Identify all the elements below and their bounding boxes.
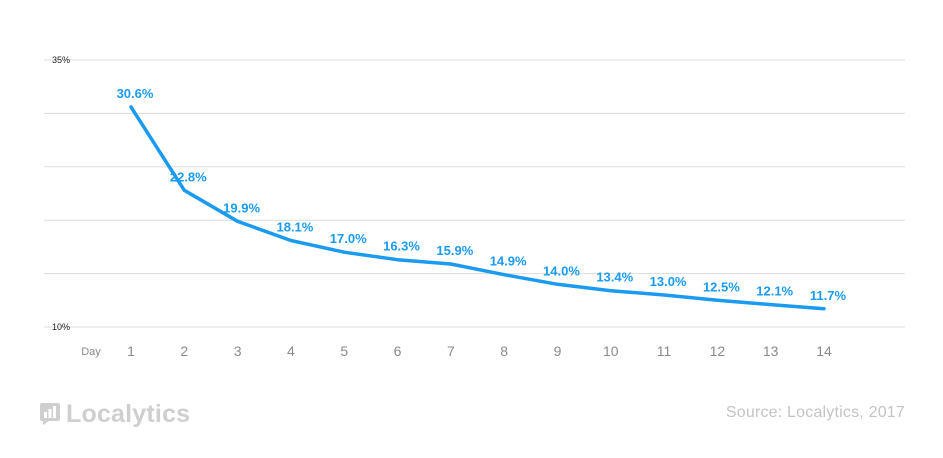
x-tick-label: 10 (603, 343, 619, 359)
x-tick-label: 7 (447, 343, 455, 359)
retention-line-chart: 10%35% Day 1 2 3 4 5 6 7 8 9 10 11 12 13 14 30.6%22.8… (44, 55, 905, 359)
bar-chart-logo-icon (40, 403, 60, 425)
gridlines (44, 59, 905, 328)
x-axis-label: Day (81, 346, 101, 358)
data-label: 30.6% (117, 86, 154, 101)
x-tick-label: 9 (554, 343, 562, 359)
data-label: 14.9% (490, 254, 527, 269)
data-label: 12.5% (703, 279, 740, 294)
x-tick-label: 5 (340, 343, 348, 359)
x-tick-label: 14 (816, 343, 832, 359)
data-label: 15.9% (436, 243, 473, 258)
x-tick-label: 13 (763, 343, 779, 359)
logo-text: Localytics (66, 399, 191, 428)
x-tick-label: 6 (394, 343, 402, 359)
x-tick-label: 8 (500, 343, 508, 359)
data-label: 13.0% (650, 274, 687, 289)
y-tick-label: 35% (52, 55, 70, 65)
x-axis-ticks: 1 2 3 4 5 6 7 8 9 10 11 12 13 14 (127, 343, 832, 359)
y-axis-ticks: 10% 35% (52, 55, 70, 332)
x-tick-label: 12 (710, 343, 726, 359)
x-tick-label: 3 (234, 343, 242, 359)
data-label: 13.4% (596, 270, 633, 285)
data-label: 11.7% (810, 288, 847, 303)
y-tick-label: 10% (52, 322, 70, 332)
localytics-logo: Localytics (40, 398, 190, 430)
data-labels: 30.6% 22.8% 19.9% 18.1% 17.0% 16.3% 15.9% 14.9%… (117, 86, 847, 303)
x-tick-label: 4 (287, 343, 295, 359)
data-label: 14.0% (543, 263, 580, 278)
source-note: Source: Localytics, 2017 (725, 404, 905, 421)
data-label: 18.1% (276, 219, 313, 234)
data-label: 12.1% (756, 284, 793, 299)
data-label: 22.8% (170, 169, 207, 184)
data-label: 19.9% (223, 200, 260, 215)
series-line-layer (129, 105, 826, 311)
data-label: 17.0% (330, 231, 367, 246)
series-line (129, 105, 826, 311)
x-tick-label: 2 (180, 343, 188, 359)
x-tick-label: 1 (127, 343, 135, 359)
x-tick-label: 11 (657, 343, 672, 359)
data-label: 16.3% (383, 239, 420, 254)
